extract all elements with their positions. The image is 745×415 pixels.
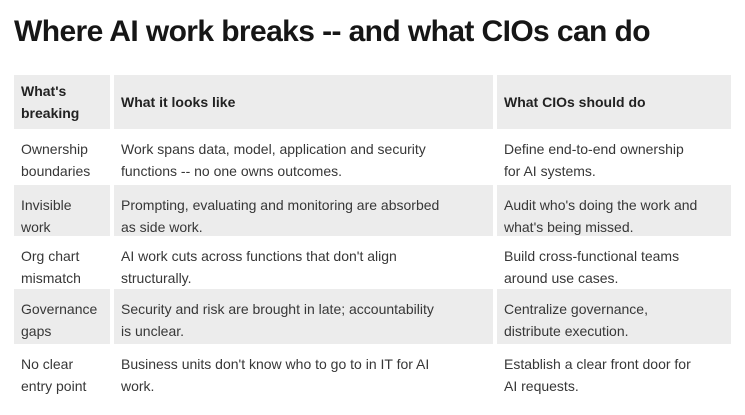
table-cell-what-it-looks-like: Business units don't know who to go to i…	[121, 356, 430, 394]
table-cell-what-it-looks-like: Work spans data, model, application and …	[121, 141, 426, 179]
column-header-what-cios-should-do: What CIOs should do	[497, 75, 731, 129]
table-cell-whats-breaking: Governance gaps	[14, 289, 110, 344]
column-header-what-it-looks-like: What it looks like	[114, 75, 493, 129]
table-cell-whats-breaking: Invisible work	[14, 185, 110, 236]
table-cell-what-it-looks-like: AI work cuts across functions that don't…	[121, 248, 397, 286]
table-cell-what-cios-should-do: Define end-to-end ownership for AI syste…	[504, 141, 684, 179]
column-header-whats-breaking: What's breaking	[14, 75, 110, 129]
table-cell-whats-breaking: Ownership boundaries	[21, 141, 91, 179]
table-cell-what-cios-should-do: Build cross-functional teams around use …	[504, 248, 680, 286]
page-title: Where AI work breaks -- and what CIOs ca…	[14, 15, 651, 48]
table-cell-whats-breaking: No clear entry point	[21, 356, 87, 394]
table-cell-what-cios-should-do: Centralize governance, distribute execut…	[497, 289, 731, 344]
breaks-table: What's breaking What it looks like What …	[14, 75, 731, 400]
table-cell-whats-breaking: Org chart mismatch	[21, 248, 81, 286]
table-cell-what-it-looks-like: Prompting, evaluating and monitoring are…	[114, 185, 493, 236]
page: Where AI work breaks -- and what CIOs ca…	[14, 15, 731, 400]
table-cell-what-cios-should-do: Establish a clear front door for AI requ…	[504, 356, 691, 394]
table-cell-what-cios-should-do: Audit who's doing the work and what's be…	[497, 185, 731, 236]
table-cell-what-it-looks-like: Security and risk are brought in late; a…	[114, 289, 493, 344]
